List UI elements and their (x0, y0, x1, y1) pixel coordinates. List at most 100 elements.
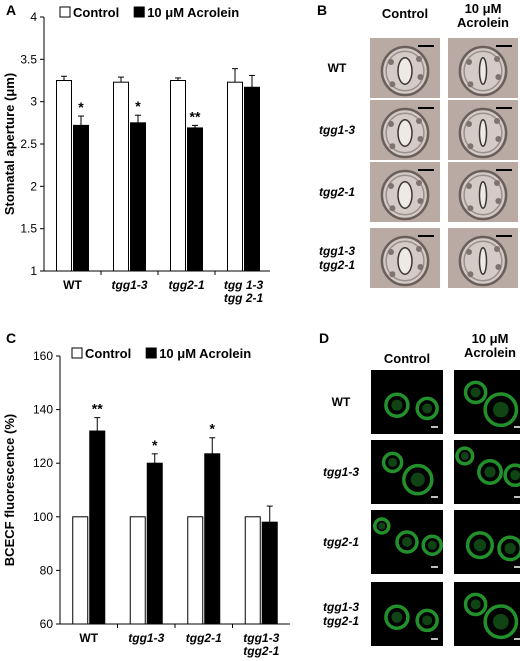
bar-acrolein (146, 462, 163, 625)
stomatal-pore (397, 119, 413, 147)
chloroplast (416, 246, 422, 252)
row-label: tgg2-1 (319, 185, 355, 199)
stomatal-pore (397, 181, 413, 209)
guard-cell-inner (385, 174, 425, 216)
bar-acrolein (204, 453, 221, 625)
bar-acrolein (244, 86, 260, 272)
fluorescent-cell-core (391, 399, 403, 411)
fluorescent-cell-core (422, 403, 433, 414)
y-tick-label: 140 (33, 403, 53, 417)
bar-control (129, 516, 146, 625)
fluorescent-cell-core (484, 466, 496, 478)
chloroplast (466, 183, 472, 189)
panel-letter-a: A (6, 2, 17, 18)
chloroplast (416, 180, 422, 186)
significance-marker: ** (190, 108, 201, 124)
category-label: WT (63, 278, 82, 292)
fluorescent-cell-core (492, 613, 509, 630)
fluorescent-cell-core (410, 472, 425, 487)
category-label: tgg2-1 (243, 644, 279, 658)
significance-marker: * (78, 99, 84, 115)
legend-label: Control (85, 346, 131, 361)
fluorescence-image (371, 582, 443, 646)
fluorescence-image (371, 440, 443, 504)
fluorescent-cell-core (473, 539, 487, 552)
chloroplast (417, 136, 424, 142)
column-header: Control (383, 351, 431, 366)
chloroplast (467, 143, 474, 150)
fluorescent-cell-core (422, 615, 433, 626)
chloroplast (495, 136, 502, 142)
bar-control (56, 80, 72, 272)
y-tick-label: 1.5 (20, 222, 37, 236)
chloroplast (494, 180, 500, 186)
fluorescent-cell (373, 517, 391, 535)
stomata-image (448, 100, 518, 160)
fluorescence-image (371, 510, 443, 574)
legend-swatch (145, 347, 157, 359)
legend-swatch (71, 347, 83, 359)
y-tick-label: 4 (30, 10, 37, 24)
y-tick-label: 2 (30, 179, 37, 193)
chloroplast (417, 74, 424, 80)
row-label: tgg1-3 tgg2-1 (323, 600, 359, 628)
category-label: tgg1-3 (128, 631, 164, 645)
fluorescent-cell-core (388, 457, 398, 467)
chloroplast (388, 183, 394, 189)
stomata-image (448, 38, 518, 98)
significance-marker: * (152, 437, 158, 453)
bar-acrolein (73, 124, 89, 272)
chloroplast (466, 249, 472, 255)
fluorescent-cell (503, 463, 520, 488)
chloroplast (389, 143, 396, 150)
panel-letter-d: D (319, 330, 330, 346)
chloroplast (417, 198, 424, 204)
y-tick-label: 160 (33, 349, 53, 363)
fluorescent-cell-core (470, 599, 481, 610)
fluorescent-cell-core (402, 537, 412, 547)
y-tick-label: 80 (40, 563, 54, 577)
fluorescence-micrograph-grid: Control 10 μM Acrolein WT tgg1-3 tgg2-1 tgg1-… (300, 330, 520, 661)
fluorescent-cell-core (470, 387, 481, 398)
fluorescent-cell-core (427, 540, 437, 550)
chloroplast (467, 81, 474, 88)
category-label: tgg1-3 (243, 631, 279, 645)
bar-control (170, 80, 186, 272)
guard-cell-inner (385, 50, 425, 92)
fluorescence-image (371, 370, 443, 434)
legend-swatch (133, 6, 145, 18)
chloroplast (466, 59, 472, 65)
chloroplast (495, 198, 502, 204)
chloroplast (388, 121, 394, 127)
y-tick-label: 120 (33, 456, 53, 470)
significance-marker: ** (92, 401, 103, 417)
row-label: tgg1-3 (319, 123, 355, 137)
legend-swatch (59, 6, 71, 18)
chloroplast (494, 118, 500, 124)
stomata-image (448, 162, 518, 222)
category-label: tgg1-3 (112, 278, 148, 292)
row-label: tgg1-3 (323, 465, 359, 479)
chloroplast (495, 74, 502, 80)
bar-acrolein (89, 430, 106, 625)
stomatal-pore (478, 181, 488, 209)
y-tick-label: 3.5 (20, 52, 37, 66)
bar-control (72, 516, 89, 625)
fluorescence-image (454, 370, 520, 434)
bar-acrolein (187, 127, 203, 272)
legend-label: 10 μM Acrolein (159, 346, 251, 361)
y-tick-label: 60 (40, 617, 54, 631)
stomatal-pore (478, 247, 488, 275)
chloroplast (494, 246, 500, 252)
stomata-image (370, 38, 440, 98)
category-label: tgg2-1 (186, 631, 222, 645)
fluorescence-image (454, 582, 520, 646)
fluorescent-cell (381, 451, 404, 474)
fluorescent-cell (395, 530, 419, 554)
stomatal-pore (478, 119, 488, 147)
fluorescent-cell-core (460, 452, 469, 460)
category-label: tgg 1-3 (224, 278, 264, 292)
fluorescent-cell (477, 459, 503, 485)
row-label: WT (327, 61, 347, 75)
chart-stomatal-aperture: 1 1.5 2 2.5 3 3.5 4 Stomatal aperture (μm) * WT * t… (2, 5, 270, 305)
